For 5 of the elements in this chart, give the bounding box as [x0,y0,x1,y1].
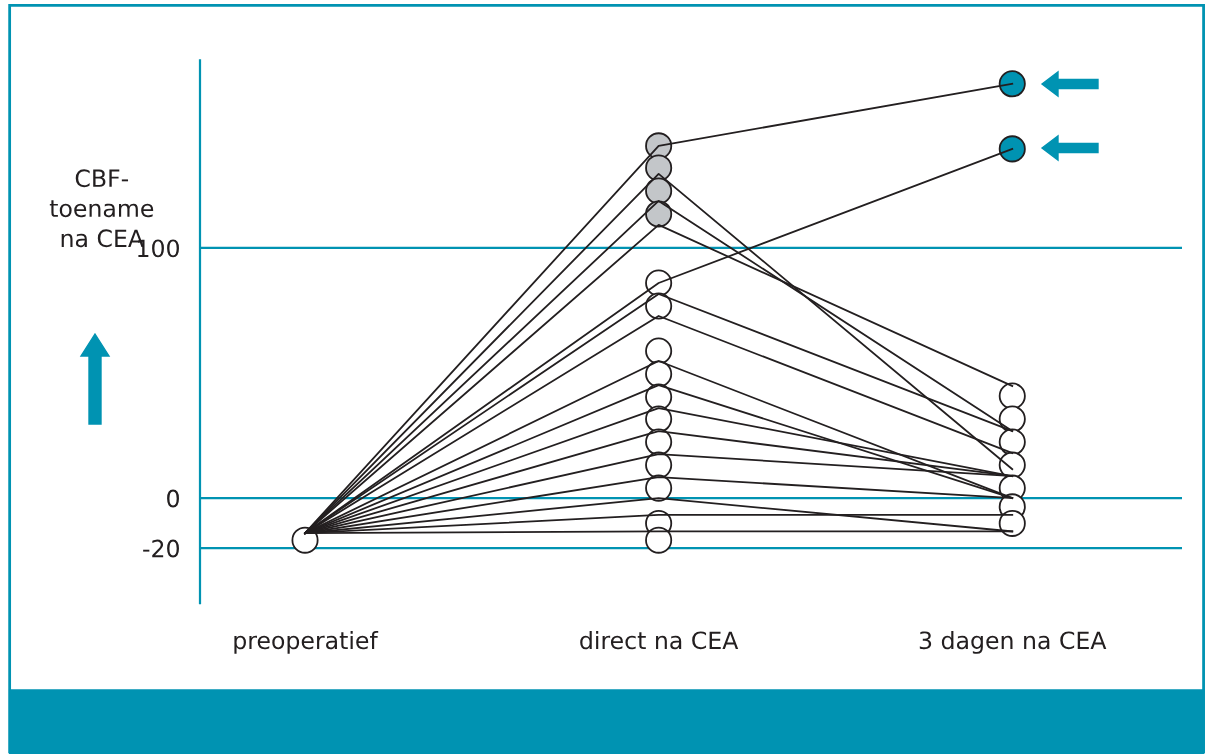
y-tick-label: -20 [143,539,179,558]
x-tick-label: direct na CEA [580,630,739,650]
y-tick-label: 0 [167,489,179,508]
x-tick-label: 3 dagen na CEA [919,630,1107,654]
x-tick-label: preoperatief [234,630,379,654]
